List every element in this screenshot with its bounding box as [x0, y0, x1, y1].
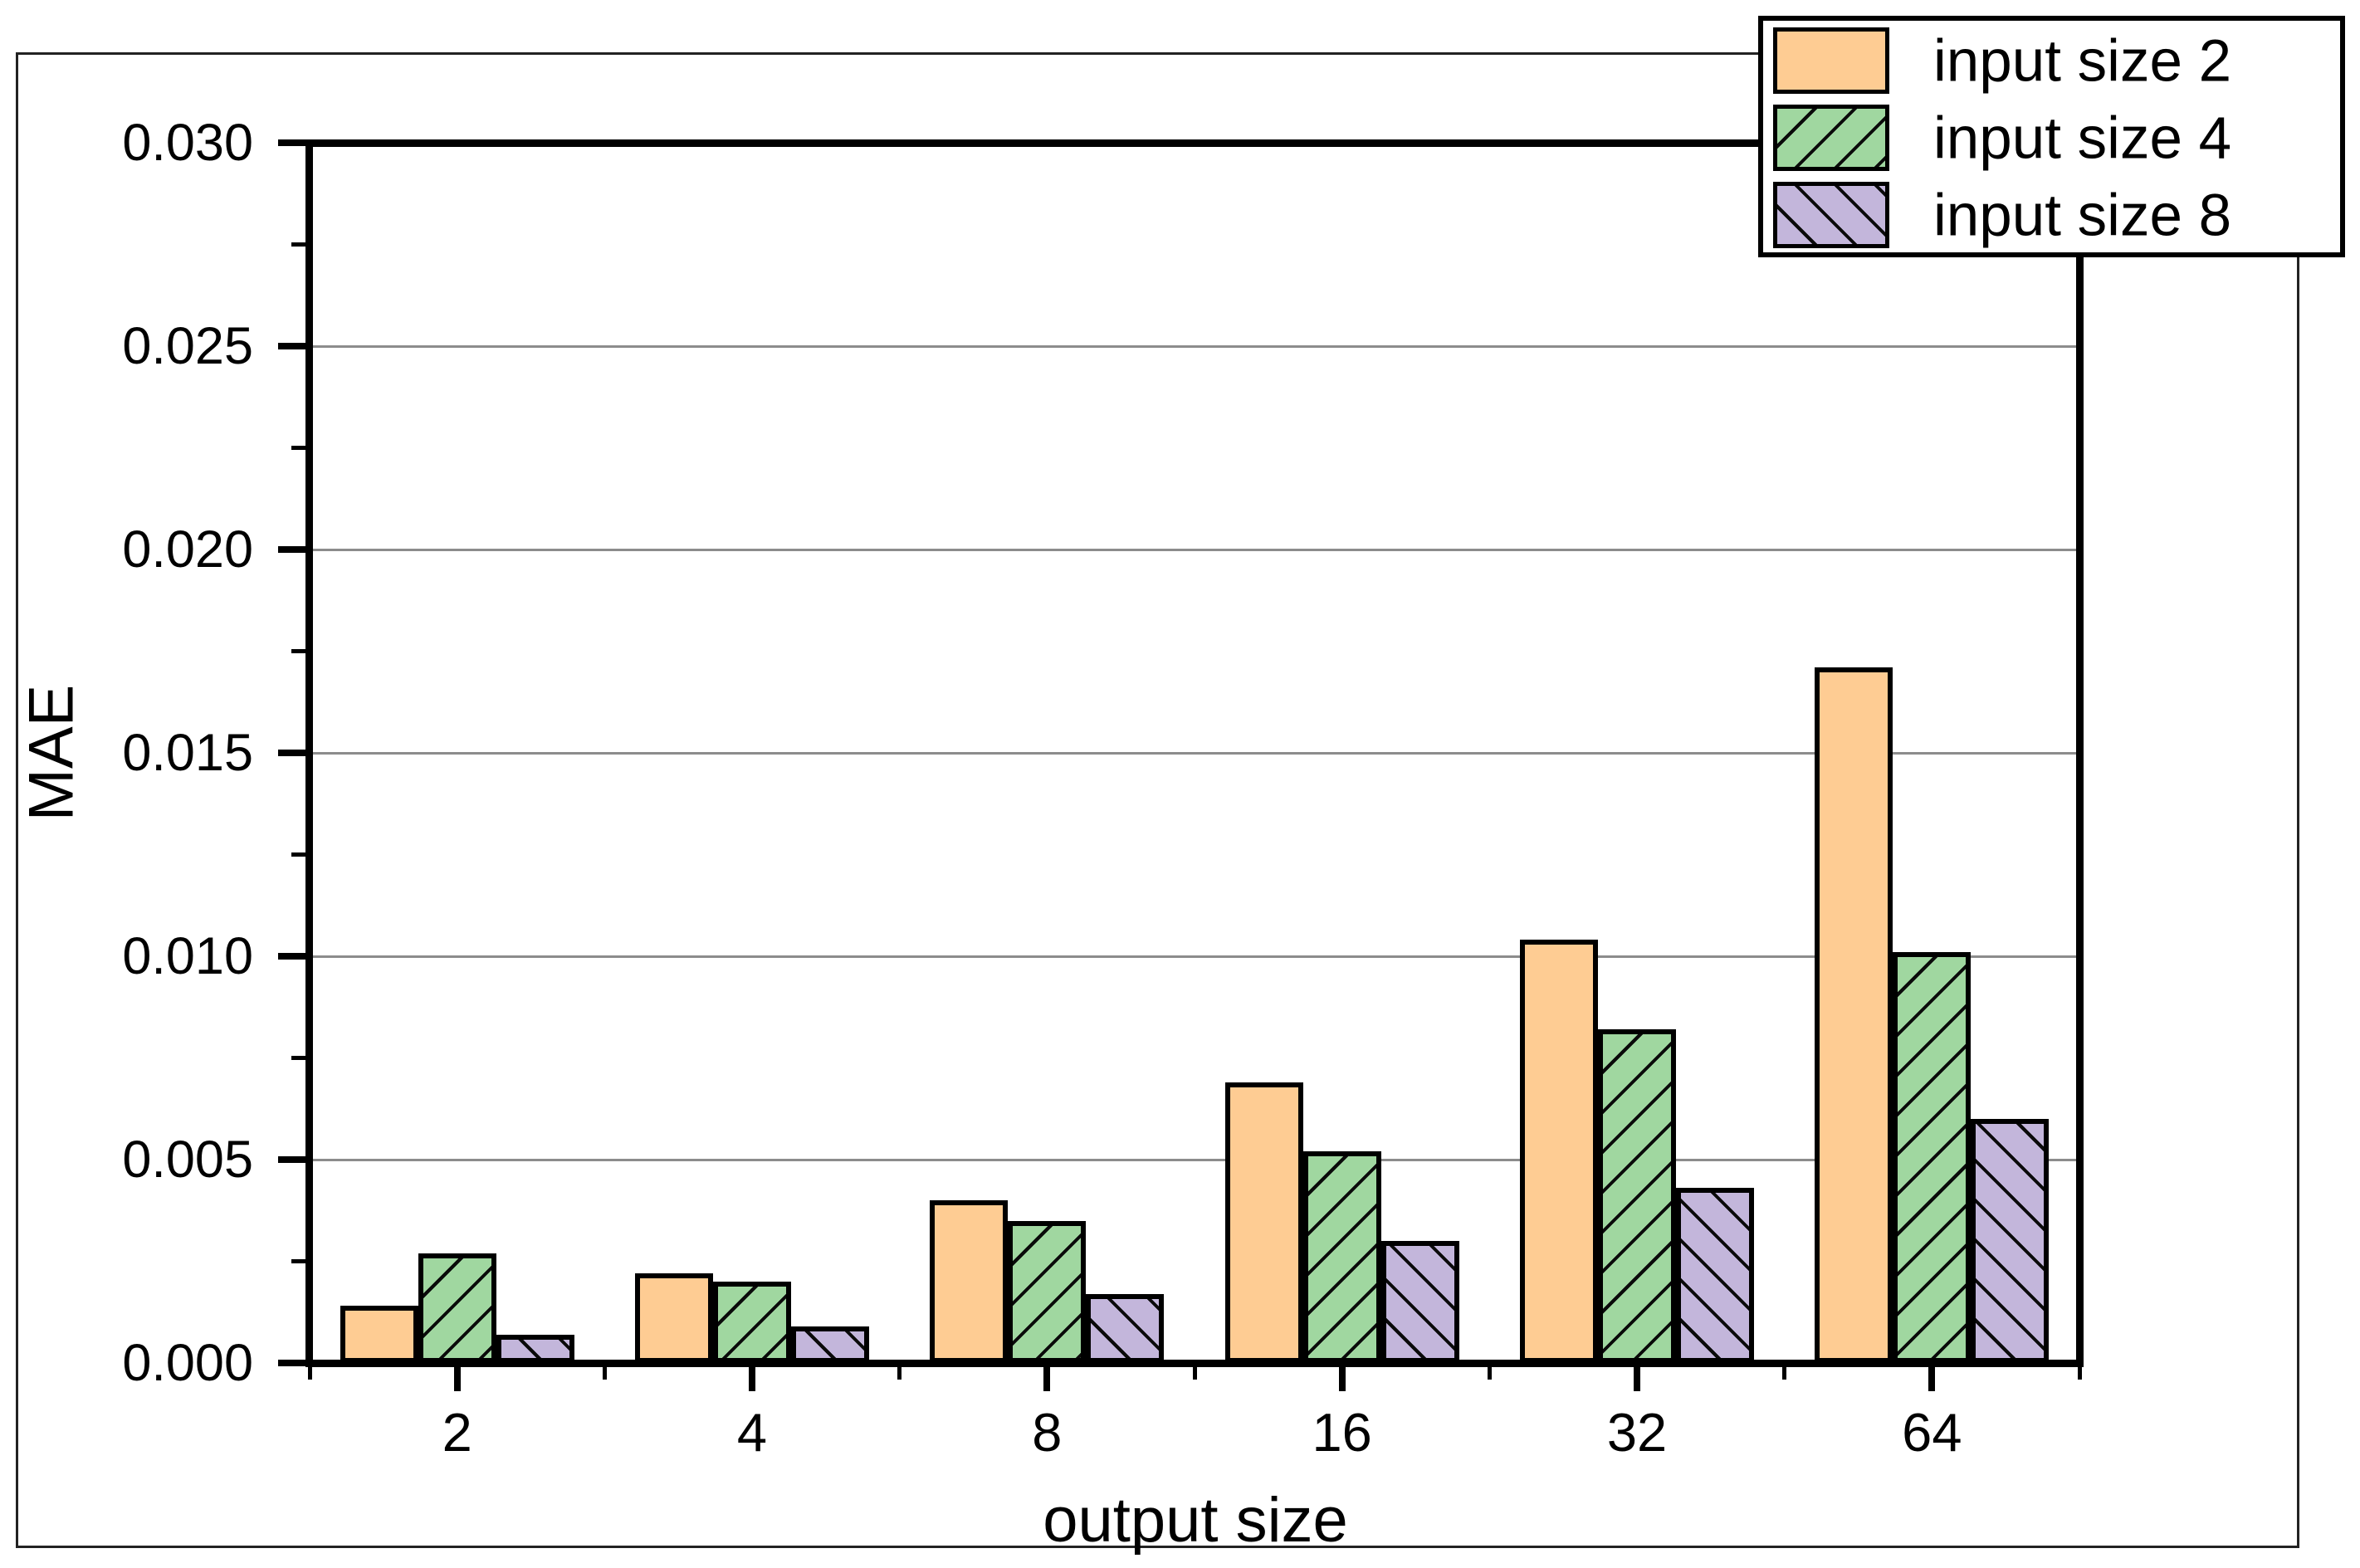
x-major-tick — [1338, 1363, 1346, 1391]
x-minor-tick — [307, 1363, 312, 1380]
y-minor-tick — [291, 446, 310, 450]
y-major-tick — [278, 1156, 310, 1163]
x-major-tick — [453, 1363, 461, 1391]
bar-series3-cat2 — [496, 1334, 574, 1363]
figure-border — [16, 52, 2299, 1548]
bar-series2-cat64 — [1893, 952, 1972, 1363]
bar-series2-cat32 — [1598, 1029, 1676, 1363]
y-tick-label: 0.030 — [122, 114, 253, 172]
plot-frame-top — [305, 139, 2084, 147]
bar-series3-cat16 — [1380, 1241, 1459, 1363]
y-tick-label: 0.000 — [122, 1334, 253, 1392]
x-major-tick — [1928, 1363, 1936, 1391]
x-tick-label: 32 — [1606, 1402, 1668, 1463]
bar-series2-cat4 — [713, 1282, 791, 1363]
gridline — [310, 1158, 2079, 1161]
y-tick-label: 0.020 — [122, 520, 253, 579]
x-tick-label: 8 — [1032, 1402, 1063, 1463]
x-major-tick — [1043, 1363, 1051, 1391]
legend-swatch-icon — [1773, 105, 1889, 171]
bar-series2-cat8 — [1008, 1220, 1087, 1363]
legend-swatch-icon — [1773, 27, 1889, 94]
gridline — [310, 548, 2079, 551]
plot-frame-right — [2076, 143, 2084, 1363]
y-major-tick — [278, 343, 310, 349]
legend-row-1: input size 2 — [1763, 21, 2340, 101]
bar-series1-cat32 — [1520, 940, 1598, 1363]
bar-series1-cat2 — [340, 1306, 418, 1363]
legend: input size 2 input size 4 input size 8 — [1758, 16, 2345, 257]
y-minor-tick — [291, 242, 310, 247]
legend-row-2: input size 4 — [1763, 98, 2340, 178]
gridline — [310, 344, 2079, 348]
x-minor-tick — [897, 1363, 902, 1380]
x-minor-tick — [2077, 1363, 2082, 1380]
x-minor-tick — [602, 1363, 607, 1380]
bar-series2-cat16 — [1302, 1151, 1381, 1363]
x-minor-tick — [1782, 1363, 1787, 1380]
gridline — [310, 955, 2079, 958]
y-minor-tick — [291, 1056, 310, 1060]
bar-series1-cat64 — [1815, 667, 1893, 1363]
x-major-tick — [1634, 1363, 1640, 1391]
legend-label: input size 2 — [1933, 28, 2232, 94]
x-major-tick — [749, 1363, 755, 1391]
bar-series3-cat64 — [1971, 1119, 2050, 1363]
y-major-tick — [278, 139, 310, 146]
x-tick-label: 2 — [442, 1402, 472, 1463]
legend-row-3: input size 8 — [1763, 175, 2340, 256]
x-minor-tick — [1487, 1363, 1492, 1380]
x-tick-label: 64 — [1902, 1402, 1962, 1463]
y-major-tick — [278, 953, 310, 960]
legend-swatch-icon — [1773, 182, 1889, 248]
y-major-tick — [278, 546, 310, 553]
y-tick-label: 0.025 — [122, 317, 253, 375]
y-major-tick — [278, 750, 310, 756]
bar-series1-cat16 — [1224, 1082, 1303, 1363]
y-minor-tick — [291, 649, 310, 653]
legend-label: input size 8 — [1933, 183, 2232, 248]
bar-series2-cat2 — [418, 1253, 496, 1363]
y-minor-tick — [291, 1259, 310, 1263]
x-tick-label: 16 — [1312, 1402, 1372, 1463]
x-axis-title: output size — [1043, 1485, 1348, 1556]
y-tick-label: 0.005 — [122, 1131, 253, 1189]
y-major-tick — [278, 1360, 310, 1366]
legend-label: input size 4 — [1933, 105, 2232, 171]
y-tick-label: 0.010 — [122, 927, 253, 985]
bar-series3-cat32 — [1676, 1188, 1754, 1363]
x-tick-label: 4 — [736, 1402, 768, 1463]
y-tick-label: 0.015 — [122, 724, 253, 782]
bar-series3-cat4 — [791, 1326, 869, 1363]
bar-series1-cat8 — [930, 1200, 1009, 1363]
y-minor-tick — [291, 852, 310, 857]
gridline — [310, 751, 2079, 755]
x-minor-tick — [1192, 1363, 1197, 1380]
bar-series3-cat8 — [1086, 1293, 1165, 1363]
bar-series1-cat4 — [635, 1273, 713, 1363]
